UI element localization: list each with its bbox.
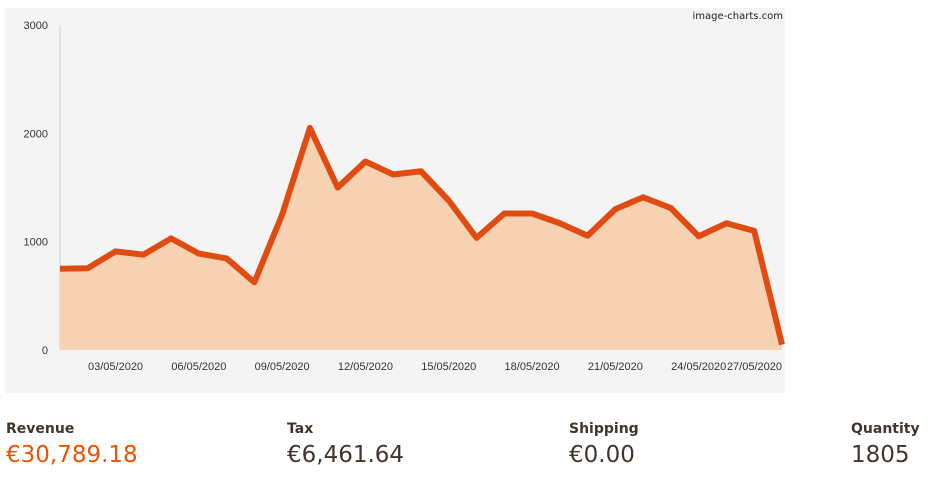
y-axis: 0 1000 2000 3000	[24, 20, 61, 357]
x-tick-label: 03/05/2020	[88, 361, 143, 373]
y-tick-label: 3000	[24, 20, 48, 32]
revenue-label: Revenue	[6, 421, 75, 437]
shipping-stat: Shipping €0.00	[569, 420, 639, 470]
x-tick-label: 12/05/2020	[338, 361, 393, 373]
watermark-text: image-charts.com	[693, 11, 784, 22]
x-tick-label: 09/05/2020	[255, 361, 310, 373]
tax-stat: Tax €6,461.64	[287, 420, 404, 470]
tax-label: Tax	[287, 421, 314, 437]
quantity-label: Quantity	[851, 421, 920, 437]
x-tick-label: 27/05/2020	[727, 361, 782, 373]
y-tick-label: 1000	[24, 237, 48, 249]
x-tick-label: 24/05/2020	[671, 361, 726, 373]
series-area	[60, 127, 782, 351]
revenue-stat: Revenue €30,789.18	[6, 420, 138, 470]
quantity-stat: Quantity 1805	[851, 420, 920, 470]
shipping-label: Shipping	[569, 421, 639, 437]
shipping-value: €0.00	[569, 442, 635, 468]
y-tick-label: 0	[42, 345, 48, 357]
y-tick-label: 2000	[24, 128, 48, 140]
quantity-value: 1805	[851, 442, 910, 468]
totals-bar: Revenue €30,789.18 Tax €6,461.64 Shippin…	[0, 420, 937, 490]
chart-container: 0 1000 2000 3000 03/05/2020 06/05/2020 09/05/…	[5, 8, 785, 393]
x-tick-label: 18/05/2020	[505, 361, 560, 373]
area-chart: 0 1000 2000 3000 03/05/2020 06/05/2020 09/05/…	[24, 11, 785, 373]
x-tick-label: 06/05/2020	[171, 361, 226, 373]
x-tick-label: 15/05/2020	[421, 361, 476, 373]
series-line	[59, 124, 785, 346]
x-tick-label: 21/05/2020	[588, 361, 643, 373]
x-axis: 03/05/2020 06/05/2020 09/05/2020 12/05/2020…	[88, 361, 782, 373]
revenue-value: €30,789.18	[6, 442, 138, 468]
plot-area	[59, 124, 785, 351]
tax-value: €6,461.64	[287, 442, 405, 468]
